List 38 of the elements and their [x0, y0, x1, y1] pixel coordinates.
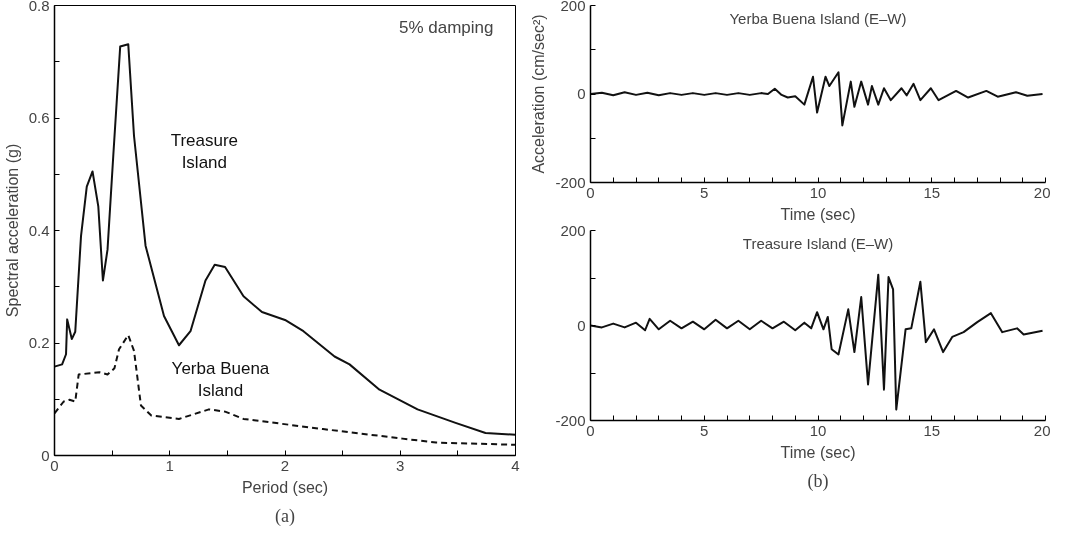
line-series — [54, 334, 516, 446]
text: (b) — [807, 470, 829, 492]
y-axis-title: Spectral acceleration (g) — [3, 143, 21, 318]
y-tick-label: 0.4 — [28, 221, 50, 239]
chart-title: Treasure Island (E–W) — [742, 234, 894, 252]
annotation: 5% damping — [399, 17, 494, 37]
y-tick-label: -200 — [555, 411, 586, 429]
x-tick-label: 1 — [165, 456, 174, 474]
y-tick-label: 0 — [577, 85, 586, 102]
x-axis-title: Time (sec) — [780, 205, 856, 223]
chart-title: Yerba Buena Island (E–W) — [729, 9, 907, 27]
x-tick-label: 20 — [1033, 421, 1051, 439]
line-series — [54, 43, 516, 436]
x-tick-label: 5 — [700, 421, 709, 439]
y-tick-label: 0 — [577, 316, 586, 334]
x-tick-label: 20 — [1033, 183, 1051, 201]
y-axis-title: Acceleration (cm/sec²) — [530, 14, 548, 174]
x-tick-label: 15 — [923, 421, 941, 439]
y-tick-label: 200 — [560, 221, 586, 239]
line-series — [590, 71, 1044, 127]
x-tick-label: 2 — [280, 456, 290, 474]
series-label: Yerba Buena Island — [171, 359, 270, 400]
x-tick-label: 3 — [396, 456, 405, 474]
x-axis-title: Period (sec) — [241, 478, 329, 496]
y-tick-label: 0.8 — [28, 0, 50, 14]
x-tick-label: 10 — [809, 183, 827, 201]
x-tick-label: 4 — [511, 456, 520, 474]
line-series — [590, 273, 1044, 411]
y-tick-label: -200 — [555, 173, 586, 191]
series-label: Treasure Island — [170, 131, 239, 173]
text: (a) — [275, 505, 295, 527]
x-tick-label: 15 — [923, 183, 941, 201]
x-tick-label: 10 — [809, 421, 827, 439]
y-tick-label: 0.6 — [28, 109, 50, 126]
x-axis-title: Time (sec) — [780, 443, 856, 461]
y-tick-label: 0.2 — [28, 334, 50, 351]
y-tick-label: 200 — [560, 0, 586, 14]
x-tick-label: 5 — [700, 183, 709, 201]
